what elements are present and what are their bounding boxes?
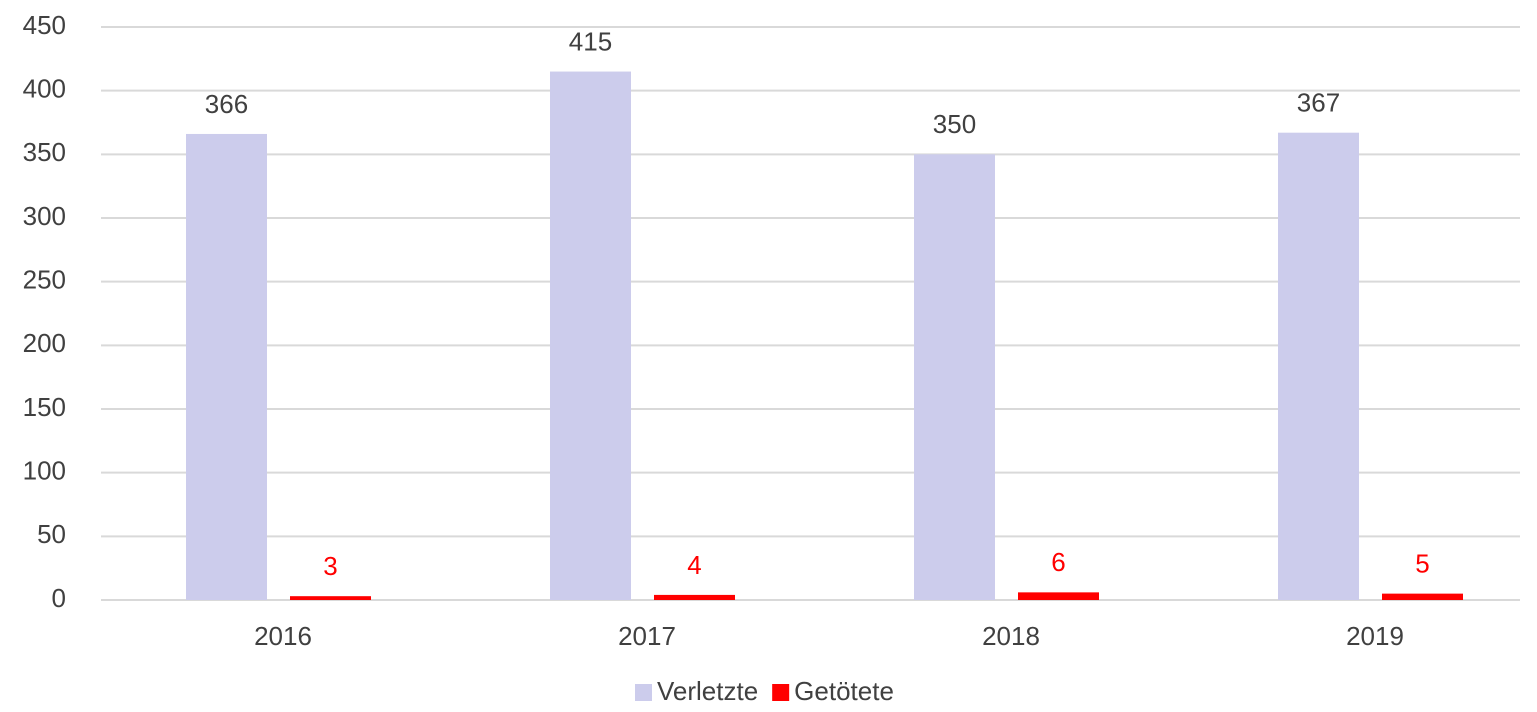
bar: [186, 133, 267, 600]
y-tick-label: 450: [23, 10, 66, 40]
y-tick-label: 400: [23, 74, 66, 104]
y-tick-label: 150: [23, 392, 66, 422]
y-tick-label: 300: [23, 201, 66, 231]
bar: [1278, 132, 1359, 601]
value-label: 367: [1297, 88, 1340, 118]
x-tick-label: 2016: [254, 621, 312, 651]
y-tick-label: 250: [23, 265, 66, 295]
legend-swatch: [635, 684, 652, 701]
y-tick-label: 100: [23, 456, 66, 486]
y-tick-label: 50: [37, 519, 66, 549]
y-tick-label: 350: [23, 137, 66, 167]
value-label: 6: [1051, 547, 1065, 577]
legend-swatch: [772, 684, 790, 701]
x-tick-label: 2018: [982, 621, 1040, 651]
bar: [654, 594, 735, 600]
legend-label: Getötete: [794, 676, 894, 706]
value-label: 350: [933, 109, 976, 139]
value-label: 415: [569, 26, 612, 56]
bar: [550, 71, 631, 601]
x-tick-label: 2017: [618, 621, 676, 651]
y-tick-label: 200: [23, 328, 66, 358]
value-label: 4: [687, 550, 701, 580]
legend-label: Verletzte: [657, 676, 758, 706]
bar: [290, 596, 371, 600]
value-label: 3: [323, 551, 337, 581]
bar: [1018, 592, 1099, 600]
y-tick-label: 0: [52, 583, 66, 613]
bar: [914, 154, 995, 601]
bar: [1382, 593, 1463, 600]
x-tick-label: 2019: [1346, 621, 1404, 651]
value-label: 366: [205, 89, 248, 119]
value-label: 5: [1415, 549, 1429, 579]
